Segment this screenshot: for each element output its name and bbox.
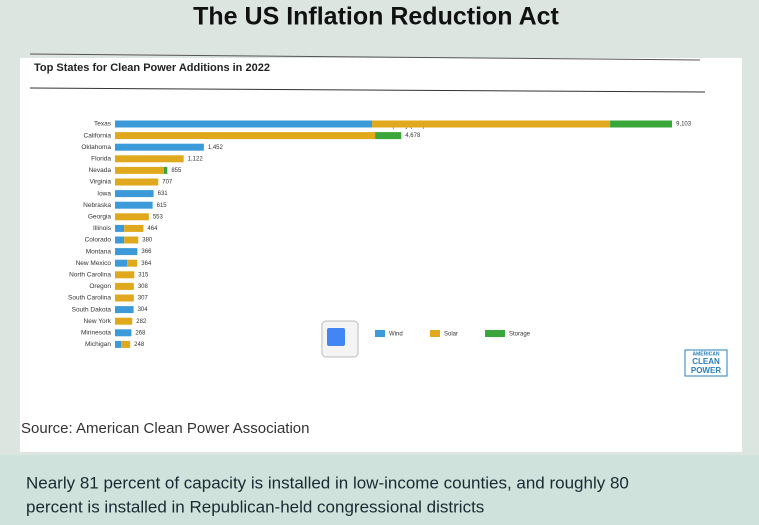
chart-title: Top States for Clean Power Additions in … [34,62,270,74]
source: Source: American Clean Power Association [21,420,309,437]
category-label: Georgia [88,214,112,221]
bar-segment [115,282,134,290]
category-label: South Carolina [68,295,111,302]
bar-segment [115,201,153,209]
category-label: Colorado [85,237,112,244]
bar-segment [115,166,164,174]
total-label: 268 [135,330,146,336]
bar-segment [163,166,168,174]
legend-swatch [375,330,385,337]
total-label: 380 [142,238,153,244]
legend-label: Storage [509,332,531,338]
footer-text: Nearly 81 percent of capacity is install… [26,473,629,492]
category-label: New York [84,318,112,325]
bar-segment [115,178,159,186]
bar-segment [115,248,138,256]
total-label: 615 [157,203,168,209]
bar-segment [115,271,135,279]
category-label: North Carolina [69,272,111,279]
total-label: 366 [141,249,152,255]
bar-segment [372,120,611,128]
logo-box [684,349,728,377]
bar-segment [115,224,125,232]
bar-segment [115,132,376,140]
category-label: Oregon [89,283,111,290]
category-label: New Mexico [76,260,112,267]
bar-segment [115,155,184,163]
category-label: Virginia [89,179,111,186]
logo-text: CLEAN [692,357,720,366]
total-label: 553 [153,214,164,220]
bar-segment [121,340,131,348]
category-label: Iowa [97,190,111,197]
category-label: Florida [91,156,111,163]
logo-text: AMERICAN [693,351,720,357]
category-label: Michigan [85,341,111,348]
legend-label: Wind [389,332,403,338]
translate-icon-inner [327,328,345,346]
logo-text: POWER [691,366,721,375]
bar-segment [115,120,373,128]
category-label: California [84,132,112,139]
total-label: 248 [134,342,145,348]
bar-segment [115,294,134,302]
total-label: 9,103 [676,122,692,128]
total-label: 1,452 [208,145,224,151]
bar-segment [115,213,149,221]
bar-segment [115,340,122,348]
bar-segment [124,236,139,244]
category-label: South Dakota [72,306,112,313]
category-label: Texas [94,121,112,128]
total-label: 855 [171,168,182,174]
total-label: 631 [158,191,169,197]
category-label: Montana [86,248,112,255]
subtitle-rule [29,87,706,93]
bar-segment [375,132,402,140]
category-label: Oklahoma [81,144,111,151]
total-label: 464 [147,226,158,232]
total-label: 282 [136,319,147,325]
footer-text: percent is installed in Republican-held … [26,497,484,516]
bar-segment [115,236,125,244]
category-label: Nevada [89,167,112,174]
bar-segment [115,259,128,267]
total-label: 707 [162,180,173,186]
total-label: 307 [138,296,149,302]
bar-segment [115,306,134,314]
bar-segment [127,259,138,267]
category-label: Nebraska [83,202,111,209]
total-label: 4,678 [405,133,421,139]
total-label: 364 [141,261,152,267]
slide-title: The US Inflation Reduction Act [193,3,559,31]
bar-segment [115,317,133,325]
title-rule [29,53,701,61]
category-label: Illinois [93,225,112,232]
total-label: 1,122 [188,156,204,162]
legend-label: Solar [444,332,458,338]
total-label: 315 [138,272,149,278]
bar-segment [115,143,204,151]
total-label: 304 [138,307,149,313]
bar-segment [115,329,132,337]
bar-segment [115,190,154,198]
legend-swatch [485,330,505,337]
footer-band [0,455,759,525]
bar-segment [610,120,673,128]
bar-segment [124,224,144,232]
total-label: 308 [138,284,149,290]
legend-swatch [430,330,440,337]
category-label: Minnesota [81,330,111,337]
